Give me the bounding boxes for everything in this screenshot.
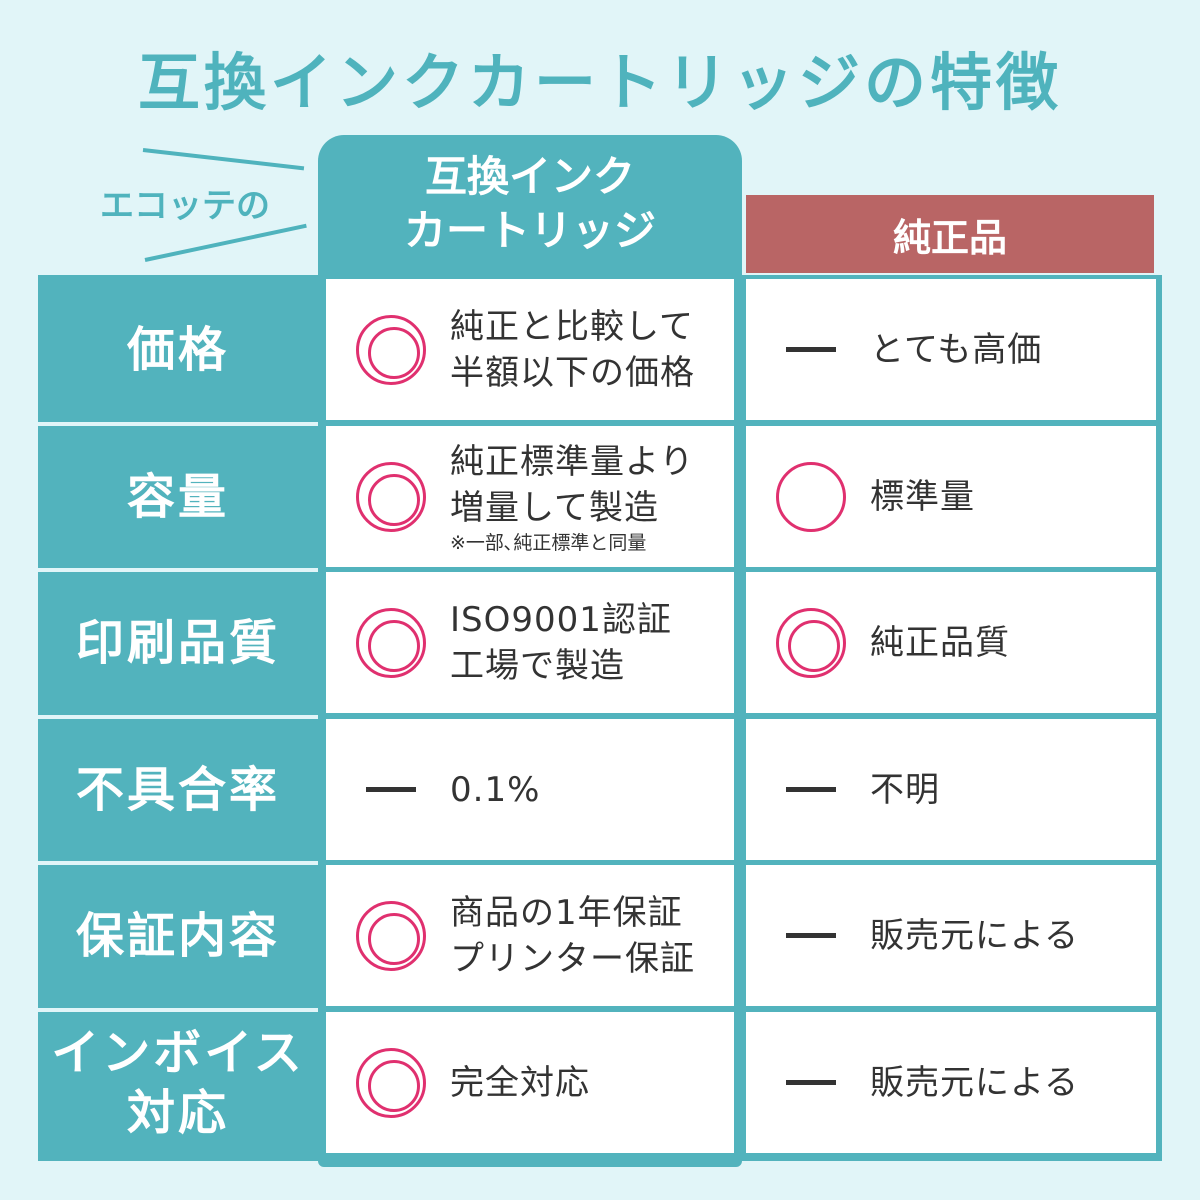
compat-header-line2: カートリッジ xyxy=(403,206,656,255)
row-label-text: 容量 xyxy=(126,468,229,525)
compat-text-line: 工場で製造 xyxy=(450,645,625,686)
row-label-line2: 対応 xyxy=(126,1084,229,1141)
row-divider xyxy=(38,422,318,426)
row-divider xyxy=(38,1008,318,1012)
compat-text: 純正と比較して 半額以下の価格 xyxy=(450,304,695,396)
row-divider xyxy=(38,861,318,865)
circle-icon xyxy=(776,461,846,532)
compat-text: 完全対応 xyxy=(450,1060,590,1106)
genuine-text: 標準量 xyxy=(870,476,975,517)
double-circle-icon xyxy=(356,1047,426,1118)
compat-text-line: 増量して製造 xyxy=(450,487,659,528)
compat-text: ISO9001認証 工場で製造 xyxy=(450,597,672,689)
compat-cell: 商品の1年保証 プリンター保証 xyxy=(326,865,734,1006)
row-label: 保証内容 xyxy=(38,865,318,1006)
compat-cell: 純正と比較して 半額以下の価格 xyxy=(326,279,734,420)
genuine-cell: とても高価 xyxy=(746,279,1156,420)
genuine-cell: 標準量 xyxy=(746,426,1156,567)
compat-cell: 純正標準量より 増量して製造 ※一部､純正標準と同量 xyxy=(326,426,734,567)
genuine-cell: 純正品質 xyxy=(746,572,1156,713)
genuine-text: 販売元による xyxy=(870,915,1079,956)
compat-cell: 完全対応 xyxy=(326,1012,734,1153)
compat-text-line: 商品の1年保証 xyxy=(450,892,683,933)
compat-header-line1: 互換インク xyxy=(424,152,635,201)
table-row: 保証内容 商品の1年保証 プリンター保証 販売元による xyxy=(0,861,1200,1008)
dash-icon xyxy=(776,901,846,971)
row-label: 印刷品質 xyxy=(38,572,318,713)
row-label-text: 不具合率 xyxy=(75,761,280,818)
compat-text: 純正標準量より 増量して製造 ※一部､純正標準と同量 xyxy=(450,439,694,555)
table-row: インボイス 対応 完全対応 販売元による xyxy=(0,1008,1200,1155)
compat-header: 互換インク カートリッジ xyxy=(318,150,742,258)
compat-text-line: 半額以下の価格 xyxy=(450,352,695,393)
double-circle-icon xyxy=(356,314,426,385)
row-label: 容量 xyxy=(38,426,318,567)
dash-icon xyxy=(776,755,846,825)
compat-text-line: ISO9001認証 xyxy=(450,599,672,640)
compat-text: 商品の1年保証 プリンター保証 xyxy=(450,890,695,982)
dash-icon xyxy=(356,755,426,825)
row-label-text: 印刷品質 xyxy=(75,614,280,671)
genuine-cell: 販売元による xyxy=(746,1012,1156,1153)
compat-cell: 0.1% xyxy=(326,719,734,860)
compat-text: 0.1% xyxy=(450,767,540,813)
genuine-text: 純正品質 xyxy=(870,622,1010,663)
compat-text-line: 純正標準量より xyxy=(450,441,695,482)
row-label-text: 価格 xyxy=(126,321,229,378)
row-label: 価格 xyxy=(38,279,318,420)
row-label-line1: インボイス xyxy=(51,1024,305,1081)
table-row: 印刷品質 ISO9001認証 工場で製造 純正品質 xyxy=(0,568,1200,715)
table-row: 容量 純正標準量より 増量して製造 ※一部､純正標準と同量 標準量 xyxy=(0,422,1200,569)
compat-note: ※一部､純正標準と同量 xyxy=(450,531,647,554)
ecotte-label: エコッテの xyxy=(100,186,270,226)
compat-text-line: プリンター保証 xyxy=(450,938,695,979)
table-row: 価格 純正と比較して 半額以下の価格 とても高価 xyxy=(0,275,1200,422)
double-circle-icon xyxy=(356,900,426,971)
row-divider xyxy=(38,715,318,719)
compat-text-line: 0.1% xyxy=(450,769,541,810)
accent-line-bottom xyxy=(144,223,307,262)
genuine-text: 販売元による xyxy=(870,1062,1079,1103)
double-circle-icon xyxy=(776,607,846,678)
accent-line-top xyxy=(142,148,305,171)
compat-text-line: 完全対応 xyxy=(450,1062,590,1103)
double-circle-icon xyxy=(356,461,426,532)
genuine-text: とても高価 xyxy=(870,329,1043,370)
row-label: インボイス 対応 xyxy=(38,1012,318,1153)
dash-icon xyxy=(776,1048,846,1118)
genuine-header: 純正品 xyxy=(746,195,1154,273)
compat-cell: ISO9001認証 工場で製造 xyxy=(326,572,734,713)
page-title: 互換インクカートリッジの特徴 xyxy=(137,46,1062,119)
dash-icon xyxy=(776,315,846,385)
table-row: 不具合率 0.1% 不明 xyxy=(0,715,1200,862)
double-circle-icon xyxy=(356,607,426,678)
genuine-cell: 不明 xyxy=(746,719,1156,860)
genuine-text: 不明 xyxy=(870,769,940,810)
row-divider xyxy=(38,568,318,572)
genuine-cell: 販売元による xyxy=(746,865,1156,1006)
row-label-text: 保証内容 xyxy=(75,907,280,964)
row-label: 不具合率 xyxy=(38,719,318,860)
compat-text-line: 純正と比較して xyxy=(450,306,694,347)
